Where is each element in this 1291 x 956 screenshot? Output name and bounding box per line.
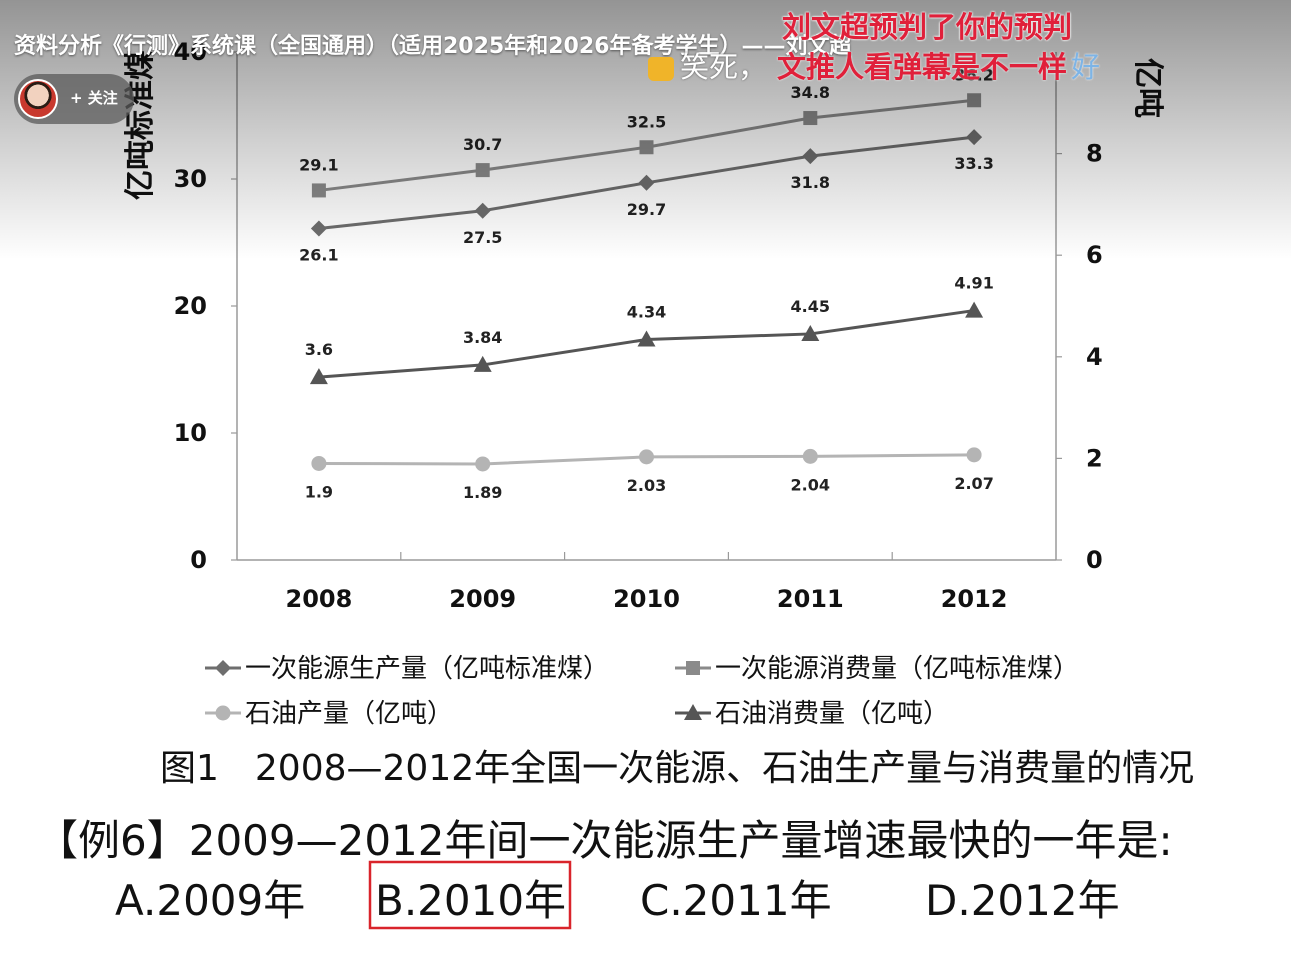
data-point <box>639 449 654 465</box>
thumbs-up-icon <box>648 57 674 81</box>
x-tick-label: 2008 <box>286 585 353 613</box>
legend-label: 石油产量（亿吨） <box>245 699 453 729</box>
data-label: 3.6 <box>305 340 333 359</box>
x-tick-label: 2012 <box>941 585 1008 613</box>
legend-marker <box>215 705 231 721</box>
data-point <box>474 202 491 219</box>
data-point <box>803 111 818 126</box>
right-axis-ticks: 0 2 4 6 8 <box>1056 140 1103 574</box>
data-label: 33.3 <box>954 154 993 173</box>
x-tick-label: 2011 <box>777 585 844 613</box>
left-tick-label: 0 <box>190 546 207 574</box>
left-tick-label: 20 <box>174 292 207 320</box>
data-label: 3.84 <box>463 328 502 347</box>
option-d[interactable]: D.2012年 <box>925 876 1120 925</box>
data-point <box>475 456 491 472</box>
data-point <box>311 455 327 471</box>
data-label: 36.2 <box>954 65 993 84</box>
data-point <box>311 183 326 198</box>
follow-button[interactable]: + 关注 <box>70 89 118 107</box>
data-point <box>310 220 327 237</box>
data-point <box>966 129 983 146</box>
legend-marker <box>686 661 700 675</box>
danmaku-comment-row: 笑死， 文推人看弹幕是不一样好 <box>648 44 1100 86</box>
data-point <box>801 324 820 341</box>
data-label: 32.5 <box>627 112 666 131</box>
option-a[interactable]: A.2009年 <box>115 876 305 925</box>
data-label: 1.89 <box>463 483 502 502</box>
option-c[interactable]: C.2011年 <box>640 876 832 925</box>
data-label: 1.9 <box>305 482 333 501</box>
data-point <box>637 330 656 347</box>
data-point <box>966 447 982 463</box>
data-label: 2.03 <box>627 476 666 495</box>
data-point <box>965 301 984 318</box>
data-point <box>638 174 655 191</box>
figure-caption: 图1 2008—2012年全国一次能源、石油生产量与消费量的情况 <box>160 748 1194 789</box>
left-tick-label: 30 <box>174 165 207 193</box>
data-label: 4.45 <box>791 297 830 316</box>
right-tick-label: 8 <box>1086 140 1103 168</box>
data-label: 4.34 <box>627 303 666 322</box>
data-label: 29.7 <box>627 200 666 219</box>
legend-label: 一次能源生产量（亿吨标准煤） <box>245 654 609 684</box>
left-tick-label: 40 <box>174 38 207 66</box>
data-point <box>639 140 654 155</box>
danmaku-comment: 笑死， <box>680 50 768 84</box>
data-point <box>967 93 982 108</box>
option-b[interactable]: B.2010年 <box>375 876 566 925</box>
danmaku-comment: 文推人看弹幕是不一样 <box>777 50 1068 84</box>
right-axis-title: 亿吨 <box>1130 58 1165 118</box>
data-label: 4.91 <box>954 274 993 293</box>
right-tick-label: 4 <box>1086 343 1103 371</box>
data-point <box>475 163 490 178</box>
danmaku-comment: 刘文超预判了你的预判 <box>782 10 1073 44</box>
data-label: 30.7 <box>463 135 502 154</box>
left-tick-label: 10 <box>174 419 207 447</box>
data-label: 2.07 <box>954 474 993 493</box>
left-axis-title: 亿吨标准煤 <box>123 50 158 200</box>
data-labels: 26.1 27.5 29.7 31.8 33.3 29.1 30.7 32.5 34.8 36.2… <box>299 65 994 502</box>
data-point <box>473 355 492 372</box>
right-tick-label: 0 <box>1086 546 1103 574</box>
data-point <box>802 448 818 464</box>
right-tick-label: 2 <box>1086 444 1103 472</box>
data-point <box>309 368 328 385</box>
legend-marker <box>215 660 231 676</box>
video-title: 资料分析《行测》系统课（全国通用）（适用2025年和2026年备考学生）——刘文… <box>14 34 852 59</box>
x-axis-ticks: 2008 2009 2010 2011 2012 <box>286 585 1008 613</box>
uploader-follow-pill[interactable]: + 关注 <box>14 74 134 124</box>
x-tick-label: 2010 <box>613 585 680 613</box>
data-label: 2.04 <box>791 475 830 494</box>
avatar[interactable] <box>18 79 58 119</box>
data-label: 29.1 <box>299 155 338 174</box>
legend-label: 一次能源消费量（亿吨标准煤） <box>715 654 1079 684</box>
data-label: 34.8 <box>791 83 830 102</box>
right-tick-label: 6 <box>1086 241 1103 269</box>
x-tick-label: 2009 <box>449 585 516 613</box>
legend-marker <box>684 704 702 720</box>
answer-highlight-box <box>368 860 572 930</box>
question-text: 【例6】2009—2012年间一次能源生产量增速最快的一年是: <box>36 816 1173 865</box>
left-axis-ticks: 0 10 20 30 40 <box>174 38 237 574</box>
data-label: 31.8 <box>791 173 830 192</box>
data-label: 27.5 <box>463 228 502 247</box>
answer-options: A.2009年 B.2010年 C.2011年 D.2012年 <box>115 860 1120 930</box>
data-label: 26.1 <box>299 246 338 265</box>
series-layer <box>309 93 984 472</box>
legend-label: 石油消费量（亿吨） <box>715 699 949 729</box>
data-point <box>802 148 819 165</box>
legend: 一次能源生产量（亿吨标准煤） 一次能源消费量（亿吨标准煤） 石油产量（亿吨） 石油消费… <box>205 654 1079 729</box>
danmaku-comment: 好 <box>1071 50 1101 84</box>
